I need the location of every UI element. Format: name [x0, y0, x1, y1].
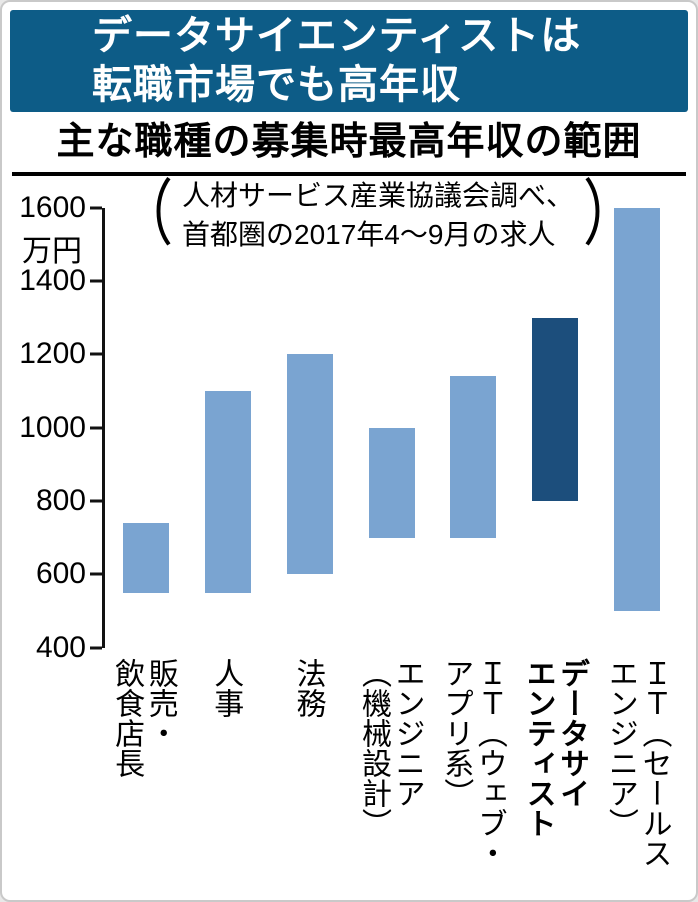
- x-label-line: 法務: [291, 657, 325, 718]
- y-tick-mark: [90, 426, 102, 430]
- x-label-line: エンジニア: [390, 657, 424, 808]
- plot-area: [90, 206, 678, 650]
- x-label-line: 飲食店長: [110, 657, 144, 778]
- banner-title-line2: 転職市場でも高年収: [92, 63, 461, 107]
- source-note-text: 人材サービス産業協議会調べ、 首都圏の2017年4～9月の求人: [182, 176, 574, 254]
- x-label-line: エンティスト: [521, 657, 555, 838]
- x-label-6: データサイ エンティスト: [521, 657, 589, 838]
- x-label-line: 人事: [209, 657, 243, 718]
- x-label-2: 人事: [209, 657, 243, 718]
- y-tick-mark: [90, 572, 102, 576]
- y-tick-label: 600: [35, 557, 86, 591]
- y-tick-mark: [90, 499, 102, 503]
- range-bar-4: [368, 427, 415, 538]
- banner: データサイエンティストは 転職市場でも高年収: [10, 10, 688, 112]
- note-paren-open: （: [119, 174, 174, 255]
- range-bar-3: [286, 354, 333, 575]
- y-tick-label: 1000: [19, 410, 86, 444]
- x-label-3: 法務: [291, 658, 325, 718]
- y-tick-label: 400: [35, 630, 86, 664]
- range-bar-5: [450, 376, 497, 538]
- range-bar-7: [614, 207, 661, 612]
- x-label-line: 販売・: [143, 657, 177, 748]
- note-paren-close: ）: [583, 174, 638, 255]
- y-axis-unit: 万円: [22, 234, 82, 268]
- x-label-5: ＩＴ（ウェブ・ アプリ系）: [439, 658, 506, 868]
- y-tick-label: 1200: [19, 337, 86, 371]
- x-label-4: エンジニア （機械設計）: [356, 657, 424, 838]
- chart-title: 主な職種の募集時最高年収の範囲: [56, 121, 642, 163]
- y-tick-label: 1600: [19, 190, 86, 224]
- range-bar-1: [122, 523, 169, 593]
- y-axis: 1600 万円 1400 1200 1000 800 600 400: [6, 191, 94, 664]
- divider-rule: [12, 171, 686, 176]
- x-axis-labels: 販売・ 飲食店長 人事 法務 エンジニア （機械設計） ＩＴ（ウェブ・ アプリ系） データサイエ…: [102, 658, 678, 888]
- y-tick-mark: [90, 352, 102, 356]
- x-label-line: ＩＴ（セールス: [637, 657, 671, 868]
- y-tick-mark: [90, 279, 102, 283]
- x-label-line: アプリ系）: [439, 657, 473, 808]
- x-label-line: （機械設計）: [357, 657, 390, 838]
- x-label-line: エンジニア）: [603, 657, 637, 838]
- y-tick-mark: [90, 206, 102, 210]
- range-bar-6: [532, 317, 579, 502]
- source-note-line1: 人材サービス産業協議会調べ、: [182, 179, 575, 211]
- x-label-line: ＩＴ（ウェブ・: [472, 657, 506, 868]
- x-label-1: 販売・ 飲食店長: [110, 658, 177, 778]
- banner-title-line1: データサイエンティストは: [92, 14, 582, 59]
- x-label-7: ＩＴ（セールス エンジニア）: [603, 657, 671, 868]
- range-bar-2: [204, 391, 251, 593]
- source-note: （ 人材サービス産業協議会調べ、 首都圏の2017年4～9月の求人 ）: [110, 176, 646, 254]
- chart: （ 人材サービス産業協議会調べ、 首都圏の2017年4～9月の求人 ） 1600…: [6, 176, 692, 892]
- y-tick-label: 800: [35, 484, 86, 518]
- x-label-line: データサイ: [555, 657, 589, 808]
- y-tick-mark: [90, 646, 102, 650]
- source-note-line2: 首都圏の2017年4～9月の求人: [182, 218, 556, 250]
- y-tick-label: 1400: [19, 264, 86, 298]
